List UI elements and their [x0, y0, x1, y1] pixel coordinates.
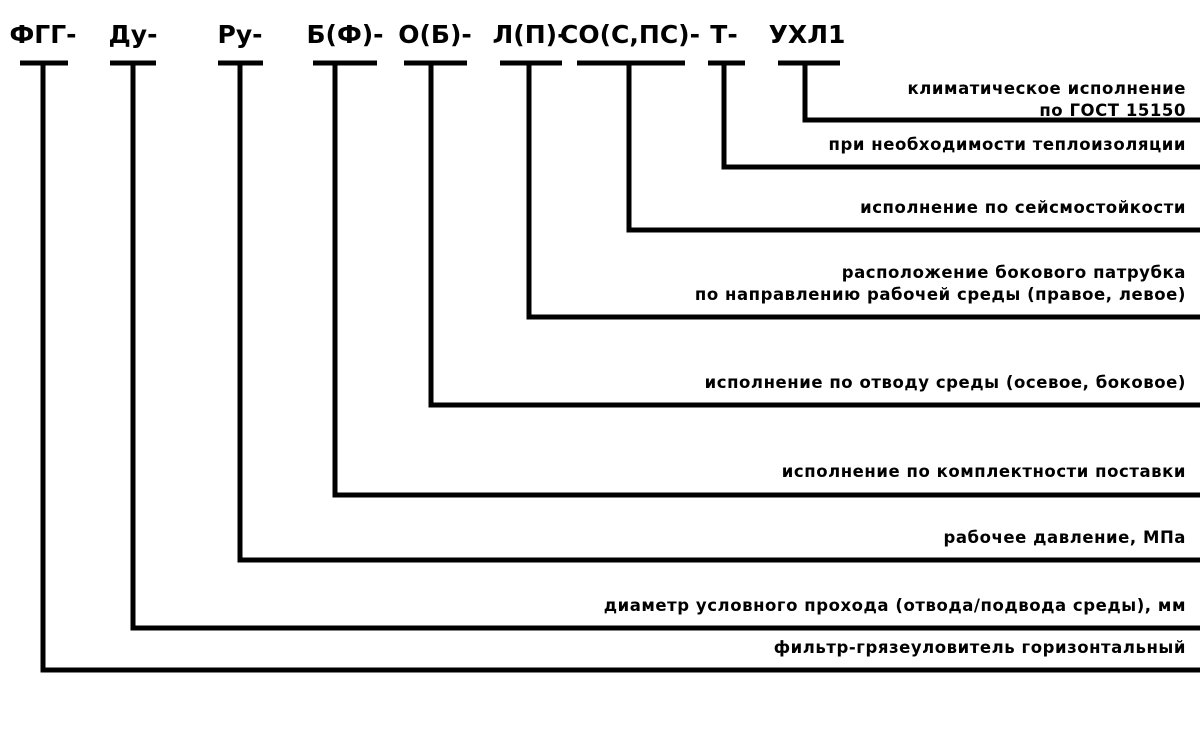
callout-label-medium-outlet: исполнение по отводу среды (осевое, боко… — [704, 373, 1186, 392]
leader-vertical-seismic — [626, 63, 632, 233]
leader-vertical-product-type — [40, 63, 46, 673]
code-token-du: Ду- — [108, 20, 158, 49]
code-token-uhl: УХЛ1 — [768, 20, 846, 49]
callout-label-thermal-insulation: при необходимости теплоизоляции — [828, 135, 1186, 154]
leader-horizontal-climate — [802, 117, 1200, 123]
leader-horizontal-seismic — [626, 227, 1200, 233]
underbar-ob — [404, 60, 467, 66]
leader-horizontal-delivery-completeness — [332, 492, 1200, 498]
callout-label-product-type: фильтр-грязеуловитель горизонтальный — [773, 638, 1186, 657]
leader-horizontal-product-type — [40, 667, 1200, 673]
leader-horizontal-medium-outlet — [428, 402, 1200, 408]
code-token-ob: О(Б)- — [398, 20, 472, 49]
leader-horizontal-nominal-diameter — [130, 625, 1200, 631]
callout-label-side-branch-position: расположение бокового патрубка по направ… — [694, 263, 1186, 304]
leader-vertical-thermal-insulation — [721, 63, 727, 170]
underbar-bf — [313, 60, 377, 66]
code-token-so: СО(С,ПС)- — [560, 20, 700, 49]
leader-vertical-delivery-completeness — [332, 63, 338, 498]
leader-horizontal-thermal-insulation — [721, 164, 1200, 170]
callout-label-climate: климатическое исполнение по ГОСТ 15150 — [907, 79, 1186, 120]
callout-lines-group — [40, 63, 1200, 673]
code-token-bf: Б(Ф)- — [306, 20, 384, 49]
leader-vertical-medium-outlet — [428, 63, 434, 408]
callout-label-nominal-diameter: диаметр условного прохода (отвода/подвод… — [603, 596, 1186, 615]
callout-label-working-pressure: рабочее давление, МПа — [943, 528, 1186, 547]
leader-vertical-nominal-diameter — [130, 63, 136, 631]
underbar-uhl — [778, 60, 840, 66]
leader-vertical-working-pressure — [237, 63, 243, 563]
leader-horizontal-side-branch-position — [526, 314, 1200, 320]
leader-vertical-side-branch-position — [526, 63, 532, 320]
callout-label-delivery-completeness: исполнение по комплектности поставки — [781, 462, 1186, 481]
code-token-fgg: ФГГ- — [9, 20, 77, 49]
leader-vertical-climate — [802, 63, 808, 123]
code-token-lp: Л(П)- — [492, 20, 568, 49]
code-token-t: Т- — [710, 20, 738, 49]
leader-horizontal-working-pressure — [237, 557, 1200, 563]
callout-label-seismic: исполнение по сейсмостойкости — [860, 198, 1186, 217]
code-token-ru: Ру- — [217, 20, 263, 49]
